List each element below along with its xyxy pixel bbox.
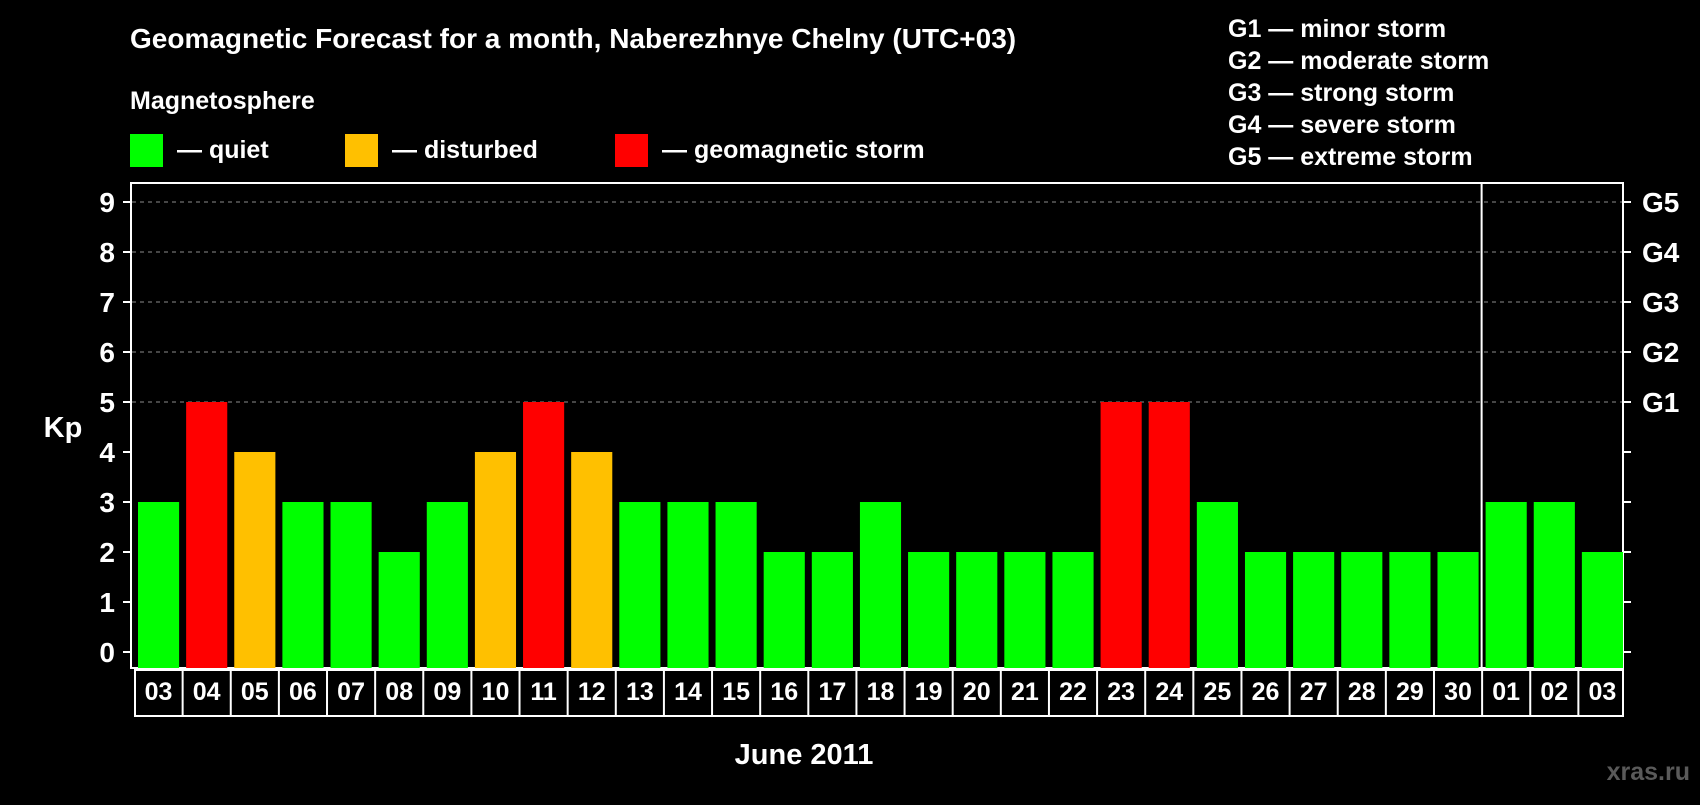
legend-swatch-quiet (130, 134, 163, 167)
x-tick-label: 02 (1540, 678, 1568, 706)
bar-09 (426, 502, 468, 668)
bar-28 (1341, 552, 1383, 668)
bar-05 (234, 452, 276, 668)
storm-scale-item: G5 — extreme storm (1228, 143, 1473, 171)
x-tick-label: 01 (1492, 678, 1520, 706)
x-tick-label: 18 (867, 678, 895, 706)
x-tick-label: 15 (722, 678, 750, 706)
legend-swatch-storm (615, 134, 648, 167)
bar-13 (619, 502, 661, 668)
bar-14 (667, 502, 709, 668)
bar-01 (1485, 502, 1527, 668)
bar-17 (811, 552, 853, 668)
legend-label-disturbed: — disturbed (392, 136, 538, 164)
bar-24 (1148, 402, 1190, 668)
bar-26 (1244, 552, 1287, 668)
x-tick-label: 25 (1203, 678, 1231, 706)
x-tick-label: 19 (915, 678, 943, 706)
x-tick-label: 05 (241, 678, 269, 706)
storm-scale-legend: G1 — minor storm G2 — moderate storm G3 — … (1228, 15, 1489, 171)
x-tick-label: 22 (1059, 678, 1087, 706)
x-tick-label: 14 (674, 678, 702, 706)
right-tick-label-G1: G1 (1642, 387, 1679, 418)
legend-label-quiet: — quiet (177, 136, 269, 164)
x-tick-label: 20 (963, 678, 991, 706)
bar-19 (908, 552, 950, 668)
bar-02 (1533, 502, 1575, 668)
bar-11 (523, 402, 565, 668)
bar-20 (956, 552, 998, 668)
bar-22 (1052, 552, 1094, 668)
y-tick-label: 5 (99, 387, 115, 418)
right-tick-label-G4: G4 (1642, 237, 1680, 268)
bar-27 (1293, 552, 1335, 668)
storm-scale-item: G2 — moderate storm (1228, 47, 1489, 75)
x-tick-label: 03 (1589, 678, 1617, 706)
bar-07 (330, 502, 372, 668)
bar-10 (474, 452, 517, 668)
bar-03 (1581, 552, 1623, 668)
bar-06 (282, 502, 324, 668)
x-tick-label: 07 (337, 678, 365, 706)
y-tick-label: 4 (99, 437, 115, 468)
bar-15 (715, 502, 757, 668)
right-tick-label-G5: G5 (1642, 187, 1679, 218)
right-tick-label-G3: G3 (1642, 287, 1679, 318)
date-strip (134, 669, 1624, 717)
bar-08 (378, 552, 420, 668)
legend-title: Magnetosphere (130, 87, 315, 115)
storm-scale-item: G4 — severe storm (1228, 111, 1456, 139)
x-tick-label: 24 (1155, 678, 1183, 706)
x-tick-label: 12 (578, 678, 606, 706)
x-tick-label: 06 (289, 678, 317, 706)
bar-18 (859, 502, 902, 668)
bar-12 (571, 452, 613, 668)
watermark: xras.ru (1607, 758, 1690, 786)
y-tick-label: 6 (99, 337, 115, 368)
bar-04 (186, 402, 228, 668)
y-tick-label: 3 (99, 487, 115, 518)
x-tick-label: 30 (1444, 678, 1472, 706)
x-tick-label: 08 (385, 678, 413, 706)
bar-21 (1004, 552, 1046, 668)
x-tick-label: 11 (530, 678, 557, 706)
y-tick-label: 9 (99, 187, 115, 218)
x-tick-label: 17 (818, 678, 846, 706)
storm-scale-item: G1 — minor storm (1228, 15, 1446, 43)
y-tick-label: 2 (99, 537, 115, 568)
bar-30 (1437, 552, 1479, 668)
x-tick-label: 23 (1107, 678, 1135, 706)
legend-swatch-disturbed (345, 134, 378, 167)
y-tick-label: 8 (99, 237, 115, 268)
bar-29 (1389, 552, 1431, 668)
x-tick-label: 27 (1300, 678, 1328, 706)
bar-03 (138, 502, 180, 668)
x-tick-label: 28 (1348, 678, 1376, 706)
y-tick-label: 0 (99, 637, 115, 668)
bar-16 (763, 552, 805, 668)
storm-scale-item: G3 — strong storm (1228, 79, 1454, 107)
x-tick-label: 29 (1396, 678, 1424, 706)
x-tick-label: 26 (1252, 678, 1280, 706)
right-tick-label-G2: G2 (1642, 337, 1679, 368)
x-tick-label: 03 (145, 678, 173, 706)
y-tick-label: 7 (99, 287, 115, 318)
chart-title: Geomagnetic Forecast for a month, Nabere… (130, 23, 1016, 54)
y-axis-label: Kp (44, 412, 83, 444)
x-tick-label: 13 (626, 678, 654, 706)
x-tick-label: 09 (433, 678, 461, 706)
x-tick-label: 10 (482, 678, 510, 706)
x-axis-label: June 2011 (735, 739, 874, 771)
legend: — quiet — disturbed — geomagnetic storm (130, 134, 925, 167)
bar-23 (1100, 402, 1142, 668)
x-tick-label: 16 (770, 678, 798, 706)
y-tick-label: 1 (99, 587, 115, 618)
legend-label-storm: — geomagnetic storm (662, 136, 925, 164)
bar-25 (1196, 502, 1238, 668)
x-tick-label: 04 (193, 678, 221, 706)
x-tick-label: 21 (1011, 678, 1039, 706)
